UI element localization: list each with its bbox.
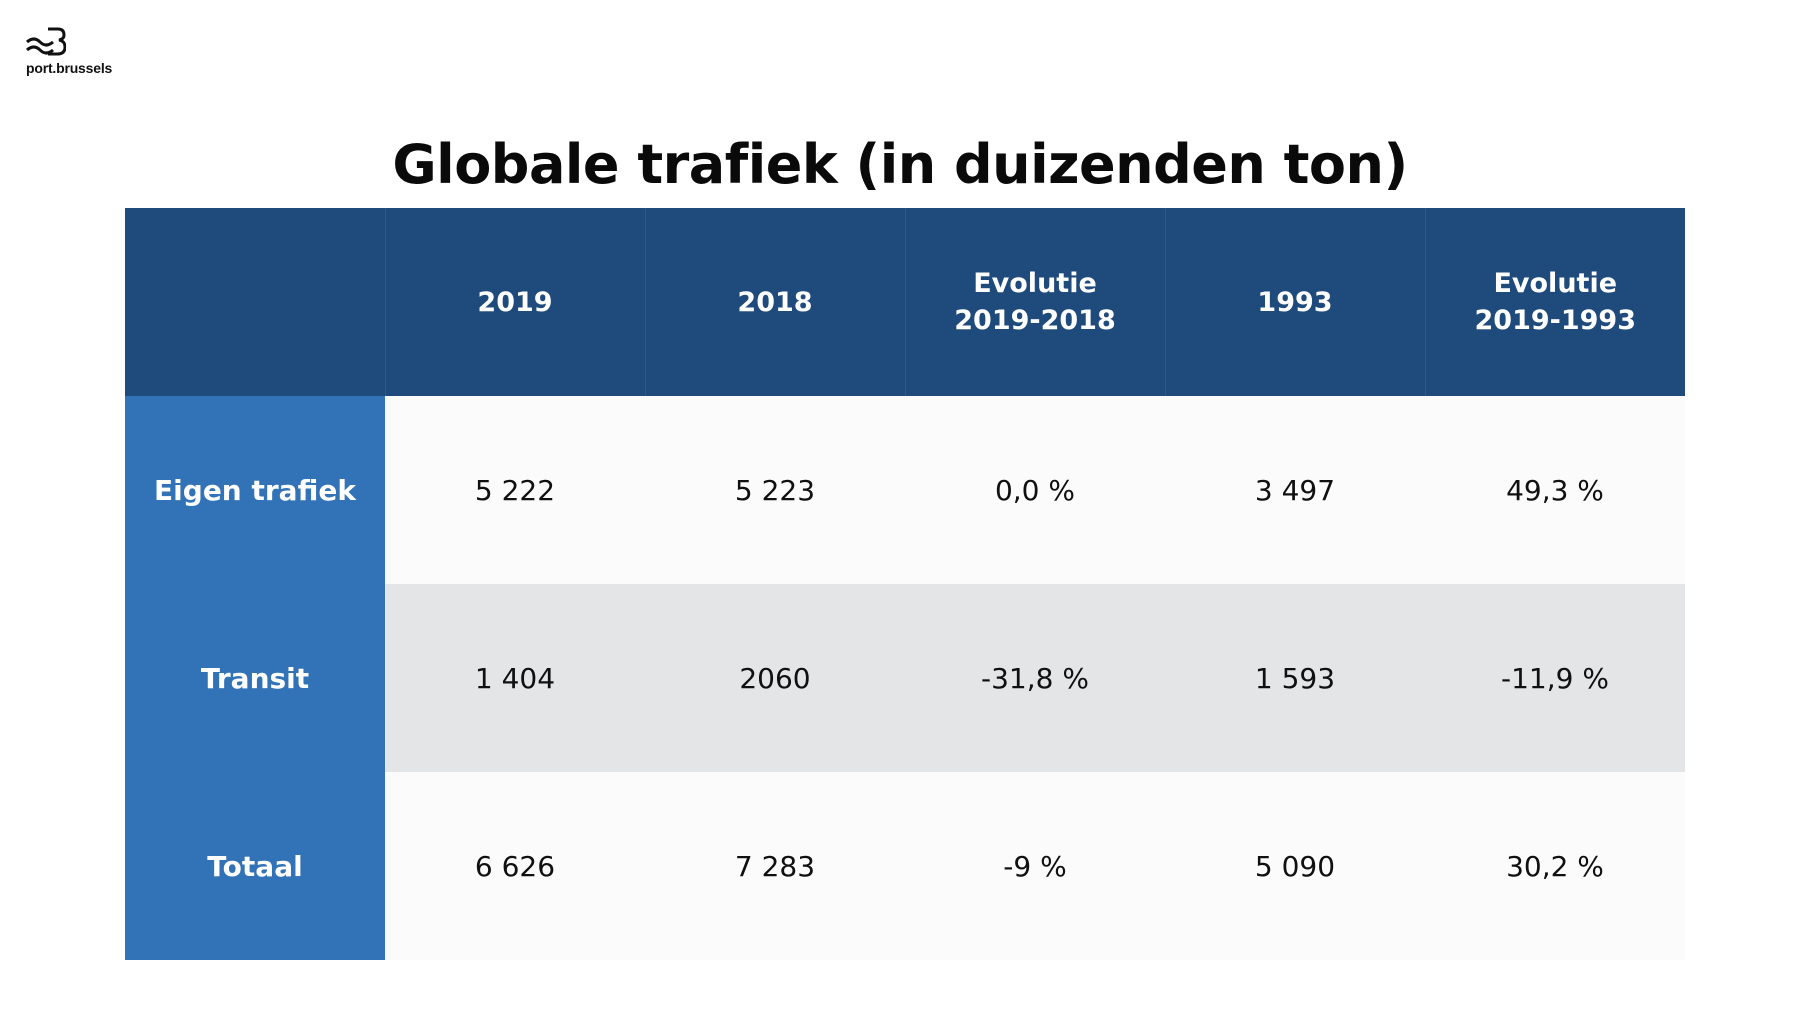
header-label: 2019 — [477, 286, 553, 318]
table-cell: -11,9 % — [1425, 584, 1685, 772]
table-row-totaal: Totaal 6 626 7 283 -9 % 5 090 30,2 % — [125, 772, 1685, 960]
header-evolutie-2019-2018: Evolutie 2019-2018 — [904, 208, 1165, 396]
table-cell: 5 090 — [1165, 772, 1425, 960]
page-title: Globale trafiek (in duizenden ton) — [392, 133, 1408, 196]
header-label: 2018 — [737, 286, 813, 318]
header-label: Evolutie — [973, 268, 1097, 299]
table-cell: 2060 — [645, 584, 905, 772]
header-corner-cell — [125, 208, 385, 396]
header-label: Evolutie — [1493, 268, 1618, 299]
table-cell: 5 223 — [645, 396, 905, 584]
table-cell: -9 % — [905, 772, 1165, 960]
header-sublabel: 2019-2018 — [954, 305, 1116, 336]
header-1993: 1993 — [1164, 208, 1425, 396]
table-row-eigen-trafiek: Eigen trafiek 5 222 5 223 0,0 % 3 497 49… — [125, 396, 1685, 584]
table-cell: 1 404 — [385, 584, 645, 772]
table-cell: 1 593 — [1165, 584, 1425, 772]
row-label: Totaal — [125, 772, 385, 960]
table-cell: -31,8 % — [905, 584, 1165, 772]
table-row-transit: Transit 1 404 2060 -31,8 % 1 593 -11,9 % — [125, 584, 1685, 772]
port-brussels-logo: port.brussels — [24, 26, 154, 86]
table-cell: 3 497 — [1165, 396, 1425, 584]
row-label: Transit — [125, 584, 385, 772]
header-sublabel: 2019-1993 — [1474, 305, 1637, 336]
table-cell: 7 283 — [645, 772, 905, 960]
table-cell: 49,3 % — [1425, 396, 1685, 584]
header-evolutie-2019-1993: Evolutie 2019-1993 — [1424, 208, 1685, 396]
logo-wordmark: port.brussels — [26, 60, 113, 76]
traffic-table: 2019 2018 Evolutie 2019-2018 1993 Evolut… — [125, 208, 1685, 960]
table-cell: 6 626 — [385, 772, 645, 960]
header-2019: 2019 — [384, 208, 645, 396]
table-cell: 5 222 — [385, 396, 645, 584]
row-label: Eigen trafiek — [125, 396, 385, 584]
table-cell: 0,0 % — [905, 396, 1165, 584]
port-brussels-logo-icon — [26, 27, 66, 56]
table-cell: 30,2 % — [1425, 772, 1685, 960]
table-header-row: 2019 2018 Evolutie 2019-2018 1993 Evolut… — [125, 208, 1685, 396]
header-2018: 2018 — [644, 208, 905, 396]
header-label: 1993 — [1257, 286, 1333, 318]
